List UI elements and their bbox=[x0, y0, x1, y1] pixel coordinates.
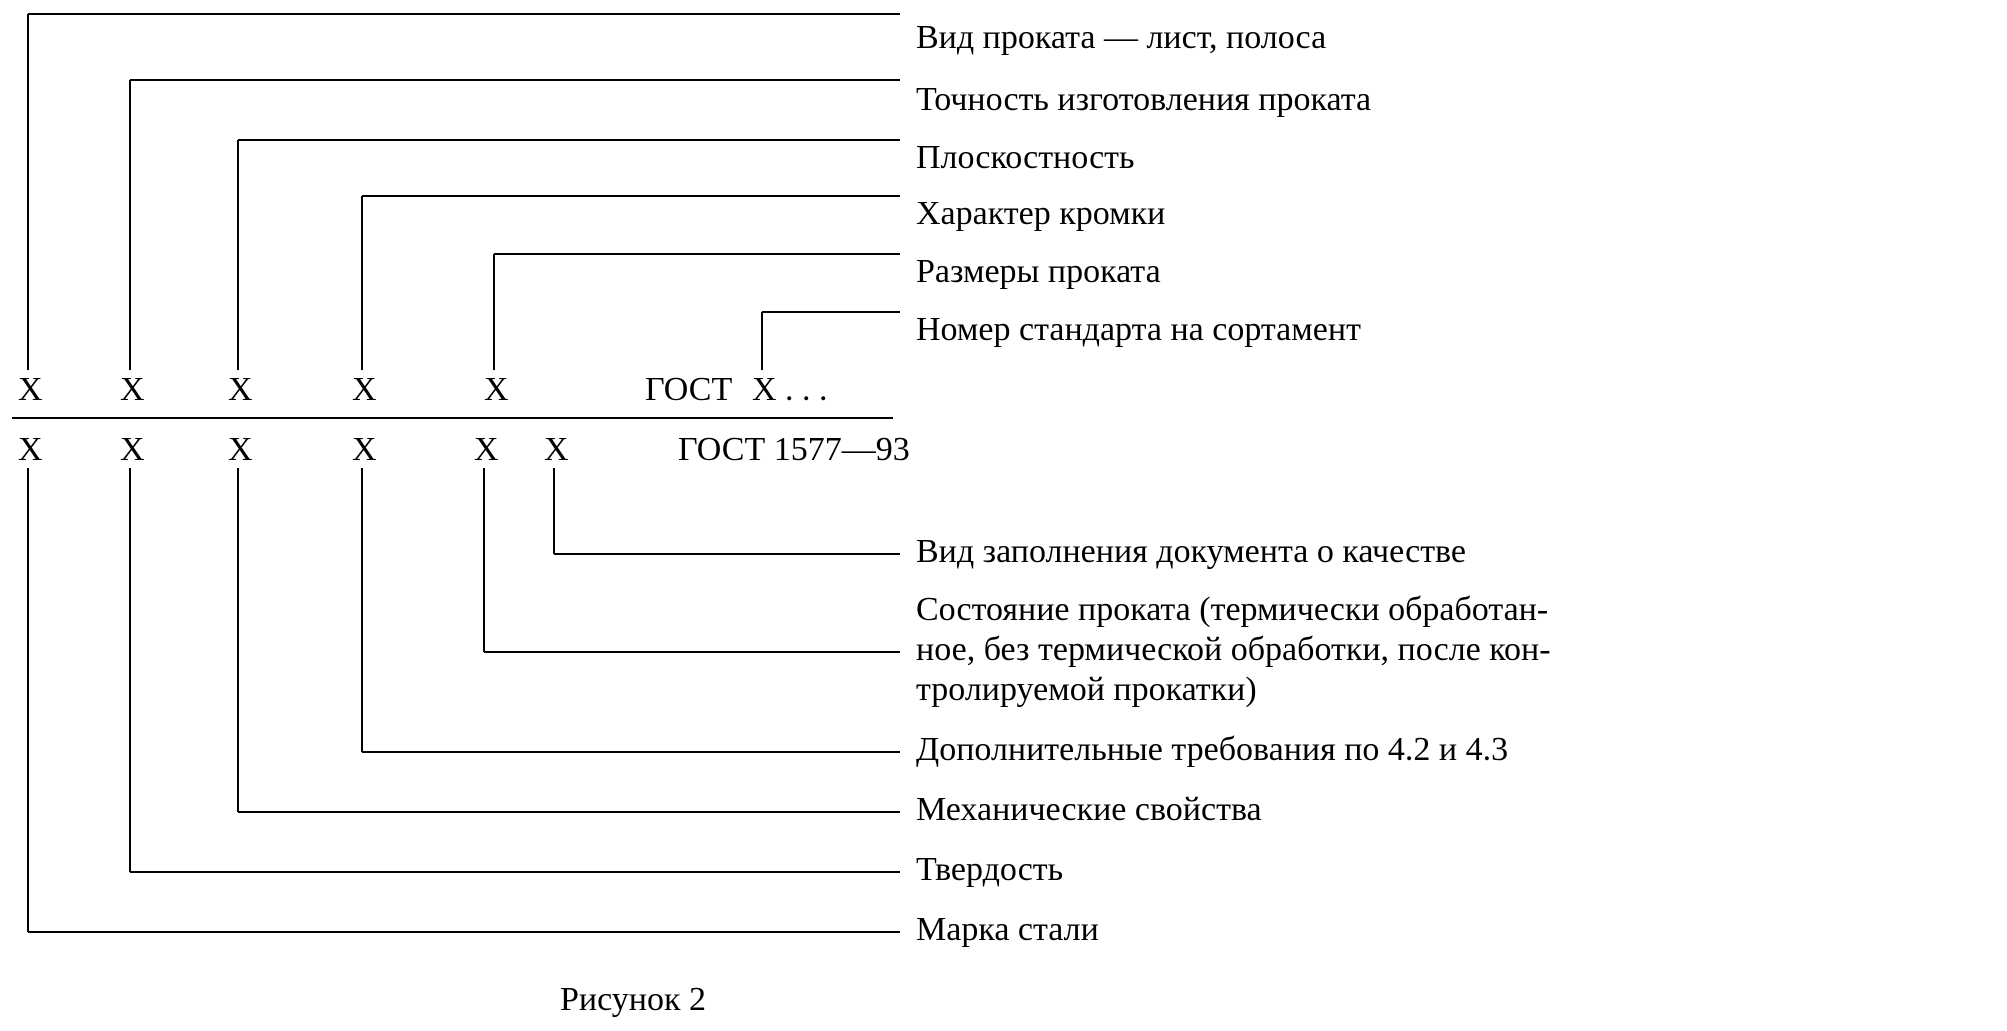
numerator-placeholder-1: X bbox=[120, 371, 145, 408]
top-label-0: Вид проката — лист, полоса bbox=[916, 19, 1326, 56]
numerator-placeholder-3: X bbox=[352, 371, 377, 408]
denominator-placeholder-1: X bbox=[120, 431, 145, 468]
denominator-placeholder-5: X bbox=[544, 431, 569, 468]
denominator-placeholder-4: X bbox=[474, 431, 499, 468]
top-label-2: Плоскостность bbox=[916, 139, 1135, 176]
denominator-gost-text: ГОСТ 1577—93 bbox=[678, 431, 910, 468]
top-label-3: Характер кромки bbox=[916, 195, 1165, 232]
numerator-placeholder-2: X bbox=[228, 371, 253, 408]
bottom-label-2: Дополнительные требования по 4.2 и 4.3 bbox=[916, 731, 1508, 768]
denominator-placeholder-3: X bbox=[352, 431, 377, 468]
top-label-4: Размеры проката bbox=[916, 253, 1161, 290]
bottom-label-4: Твердость bbox=[916, 851, 1063, 888]
figure-caption: Рисунок 2 bbox=[560, 981, 706, 1018]
denominator-placeholder-0: X bbox=[18, 431, 43, 468]
numerator-placeholder-0: X bbox=[18, 371, 43, 408]
numerator-placeholder-4: X bbox=[484, 371, 509, 408]
bottom-label-3: Механические свойства bbox=[916, 791, 1262, 828]
bottom-label-5: Марка стали bbox=[916, 911, 1099, 948]
bottom-label-1: Состояние проката (термически обработан-… bbox=[916, 591, 1551, 708]
designation-structure-diagram: XXXXXГОСТX . . .XXXXXXГОСТ 1577—93Вид пр… bbox=[0, 0, 2007, 1031]
bottom-label-0: Вид заполнения документа о качестве bbox=[916, 533, 1466, 570]
numerator-gost-placeholder: X . . . bbox=[752, 371, 828, 408]
top-label-5: Номер стандарта на сортамент bbox=[916, 311, 1361, 348]
top-label-1: Точность изготовления проката bbox=[916, 81, 1371, 118]
numerator-gost-prefix: ГОСТ bbox=[645, 371, 732, 408]
denominator-placeholder-2: X bbox=[228, 431, 253, 468]
